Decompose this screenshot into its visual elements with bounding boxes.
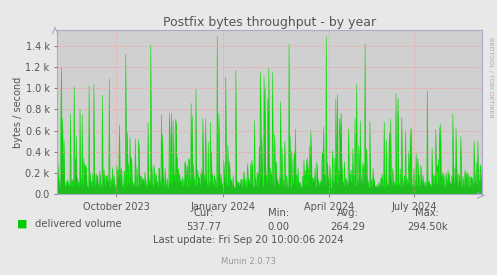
Text: Cur:: Cur: — [193, 208, 214, 218]
Text: Avg:: Avg: — [337, 208, 359, 218]
Text: Max:: Max: — [415, 208, 439, 218]
Text: 264.29: 264.29 — [331, 222, 365, 232]
Text: 294.50k: 294.50k — [407, 222, 448, 232]
Text: 0.00: 0.00 — [267, 222, 289, 232]
Y-axis label: bytes / second: bytes / second — [12, 76, 22, 148]
Text: Last update: Fri Sep 20 10:00:06 2024: Last update: Fri Sep 20 10:00:06 2024 — [153, 235, 344, 245]
Text: RRDTOOL / TOBI OETIKER: RRDTOOL / TOBI OETIKER — [489, 37, 494, 117]
Text: ■: ■ — [17, 219, 28, 229]
Text: delivered volume: delivered volume — [35, 219, 121, 229]
Text: 537.77: 537.77 — [186, 222, 221, 232]
Text: Min:: Min: — [268, 208, 289, 218]
Text: Munin 2.0.73: Munin 2.0.73 — [221, 257, 276, 266]
Title: Postfix bytes throughput - by year: Postfix bytes throughput - by year — [163, 16, 376, 29]
